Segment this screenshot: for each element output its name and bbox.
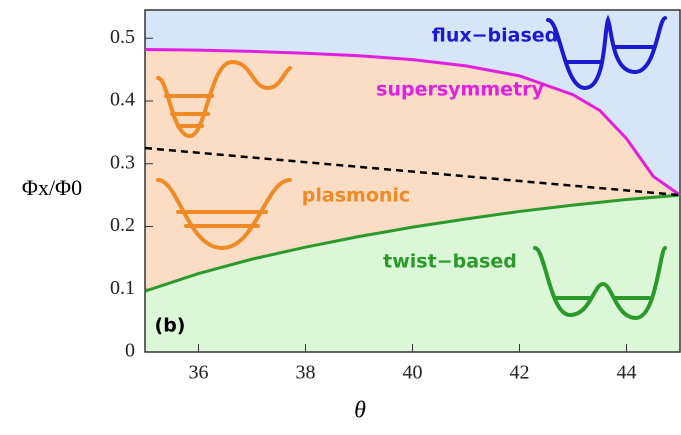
y-tick-label: 0 [125, 340, 135, 362]
icons [156, 14, 667, 321]
x-tick-label: 40 [403, 362, 423, 384]
annotation: flux−biased [432, 25, 559, 47]
series-line [144, 146, 681, 197]
series-line [144, 48, 681, 197]
y-tick-label: 0.1 [110, 277, 135, 299]
y-axis-label: Φx/Φ0 [22, 175, 82, 200]
annotation: twist−based [383, 251, 517, 273]
twist-region [145, 195, 680, 352]
plasmonic-region [145, 49, 680, 292]
y-tick-label: 0.2 [110, 214, 135, 236]
annotation: supersymmetry [376, 79, 544, 101]
regions [145, 10, 680, 352]
x-tick-label: 38 [296, 362, 316, 384]
annotation: plasmonic [302, 185, 410, 207]
x-tick-label: 42 [510, 362, 530, 384]
y-tick-label: 0.3 [110, 151, 135, 173]
x-tick-label: 44 [617, 362, 637, 384]
series-line [144, 193, 681, 293]
y-tick-label: 0.5 [110, 26, 135, 48]
annotation: (b) [155, 315, 186, 337]
x-axis-label: θ [354, 398, 366, 424]
y-tick-label: 0.4 [110, 89, 135, 111]
x-tick-label: 36 [189, 362, 209, 384]
